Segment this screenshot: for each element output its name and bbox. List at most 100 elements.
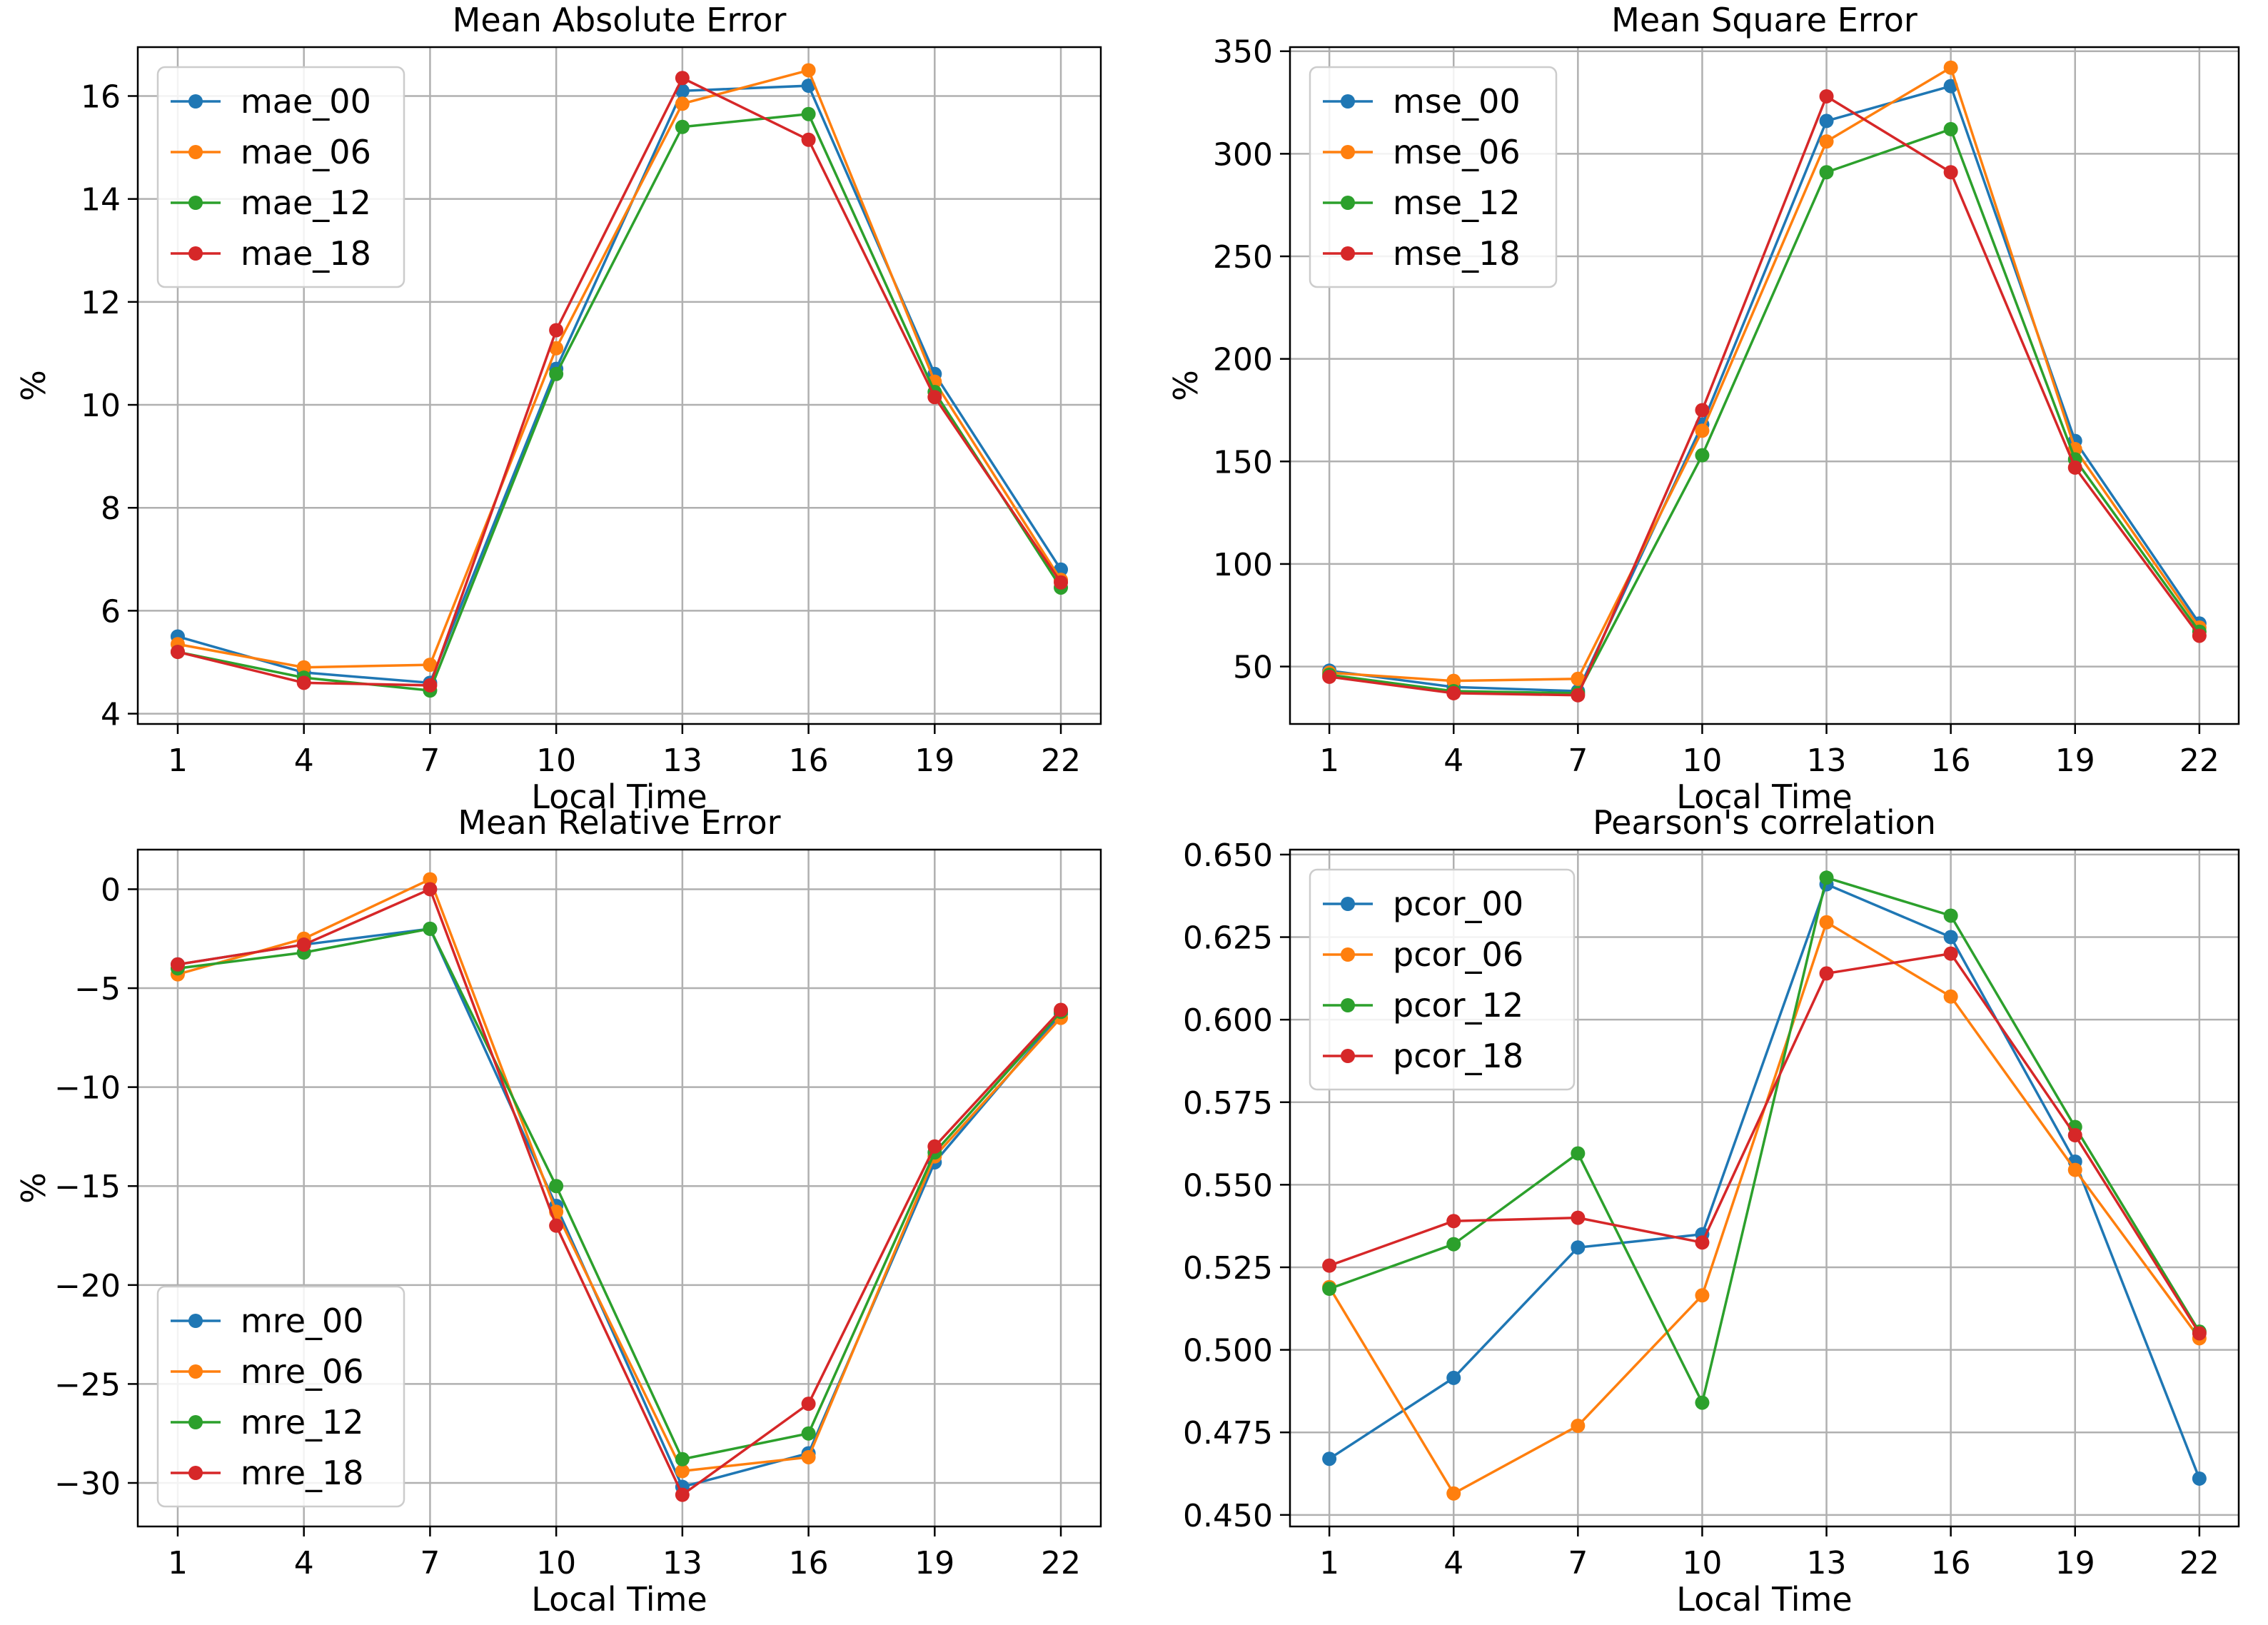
x-tick-label: 13 — [1807, 743, 1847, 779]
y-tick-label: 50 — [1233, 650, 1273, 686]
data-point-mse_00 — [1819, 114, 1834, 129]
x-tick-label: 13 — [662, 743, 702, 779]
y-tick-label: 300 — [1213, 136, 1273, 173]
y-tick-label: 0.650 — [1183, 837, 1273, 874]
data-point-mre_06 — [423, 872, 438, 887]
legend-marker-pcor_00 — [1341, 897, 1355, 911]
y-tick-label: 0.575 — [1183, 1085, 1273, 1122]
x-tick-label: 1 — [168, 743, 188, 779]
legend-marker-mse_12 — [1341, 196, 1355, 210]
x-tick-label: 10 — [1682, 1545, 1722, 1581]
legend-marker-mre_00 — [188, 1314, 203, 1328]
legend: pcor_00 pcor_06 pcor_12 pcor_18 — [1309, 868, 1576, 1091]
series-line-mse_12 — [1329, 127, 2201, 695]
legend-label-mre_12: mre_12 — [241, 1403, 364, 1442]
series-mae_18 — [170, 71, 1069, 693]
chart-title: Mean Absolute Error — [453, 1, 787, 39]
y-tick-label: −25 — [54, 1367, 121, 1403]
x-axis-label: Local Time — [1676, 778, 1852, 816]
legend-marker-mae_06 — [188, 145, 203, 159]
data-point-pcor_06 — [1446, 1486, 1461, 1501]
series-line-pcor_12 — [1329, 876, 2201, 1407]
y-tick-label: 16 — [81, 79, 121, 115]
y-tick-label: 0.600 — [1183, 1002, 1273, 1039]
data-point-mre_18 — [296, 937, 311, 952]
x-tick-label: 16 — [789, 1545, 829, 1581]
data-point-mre_12 — [549, 1179, 564, 1194]
legend-marker-mre_18 — [188, 1466, 203, 1480]
legend-marker-mae_18 — [188, 246, 203, 261]
data-point-pcor_00 — [1446, 1370, 1461, 1385]
y-tick-label: 150 — [1213, 444, 1273, 481]
data-point-pcor_06 — [1695, 1288, 1710, 1303]
x-tick-label: 1 — [168, 1545, 188, 1581]
data-point-mse_06 — [1943, 60, 1958, 75]
series-mre_18 — [170, 882, 1069, 1502]
series-line-mae_06 — [177, 69, 1062, 669]
x-tick-label: 19 — [2055, 743, 2095, 779]
y-tick-label: 0.450 — [1183, 1498, 1273, 1534]
data-point-mae_18 — [296, 675, 311, 690]
data-point-pcor_12 — [1571, 1146, 1586, 1161]
y-tick-label: 0.500 — [1183, 1333, 1273, 1369]
legend-marker-pcor_12 — [1341, 998, 1355, 1012]
data-point-pcor_06 — [1819, 915, 1834, 930]
data-point-mre_18 — [801, 1397, 816, 1412]
data-point-mse_06 — [1446, 673, 1461, 688]
data-point-mre_18 — [675, 1487, 690, 1502]
legend-label-mse_06: mse_06 — [1393, 133, 1521, 171]
series-line-mre_00 — [177, 927, 1062, 1489]
x-tick-label: 1 — [1319, 1545, 1339, 1581]
x-tick-label: 4 — [1443, 743, 1463, 779]
data-point-mse_06 — [1571, 671, 1586, 686]
data-point-mae_12 — [549, 366, 564, 381]
chart-panel-2: 1 4 7 10 13 16 19 22 0 −5 −10 −15 −20 −25 −30 Mean Rela… — [14, 803, 1102, 1619]
x-tick-label: 22 — [1041, 743, 1081, 779]
series-line-mae_18 — [177, 76, 1062, 687]
data-point-pcor_12 — [1322, 1282, 1337, 1297]
data-point-mae_06 — [423, 658, 438, 673]
y-tick-label: −30 — [54, 1466, 121, 1502]
legend-marker-pcor_18 — [1341, 1049, 1355, 1063]
y-axis-label: % — [1166, 370, 1205, 401]
plot-frame — [1289, 46, 2240, 725]
x-tick-label: 10 — [536, 743, 576, 779]
data-point-mae_18 — [1054, 575, 1069, 590]
x-tick-label: 1 — [1319, 743, 1339, 779]
legend-marker-mae_00 — [188, 94, 203, 109]
data-point-mse_12 — [1943, 121, 1958, 136]
legend-frame — [156, 66, 405, 288]
data-point-pcor_12 — [1446, 1237, 1461, 1252]
series-line-mre_12 — [177, 927, 1062, 1461]
data-point-mse_18 — [1819, 89, 1834, 104]
plot-frame — [136, 848, 1102, 1528]
data-point-pcor_18 — [1446, 1214, 1461, 1229]
x-tick-label: 7 — [420, 743, 440, 779]
legend-label-mre_06: mre_06 — [241, 1352, 364, 1391]
data-point-mae_18 — [549, 323, 564, 338]
data-point-pcor_18 — [1695, 1235, 1710, 1250]
series-line-mae_12 — [177, 112, 1062, 693]
data-point-mre_12 — [801, 1426, 816, 1441]
data-point-pcor_18 — [1943, 946, 1958, 961]
data-point-mse_18 — [2192, 628, 2207, 643]
series-line-mre_18 — [177, 887, 1062, 1497]
y-tick-label: −5 — [74, 971, 121, 1007]
data-point-pcor_12 — [1695, 1395, 1710, 1410]
y-tick-label: 250 — [1213, 239, 1273, 276]
x-tick-label: 22 — [2179, 743, 2219, 779]
data-point-mse_18 — [1943, 165, 1958, 180]
legend-label-mae_06: mae_06 — [241, 133, 371, 171]
data-point-pcor_12 — [1819, 870, 1834, 885]
data-point-pcor_18 — [1819, 966, 1834, 981]
legend-label-mse_18: mse_18 — [1393, 234, 1521, 273]
series-line-mae_00 — [177, 84, 1062, 685]
y-tick-label: 0 — [101, 872, 121, 908]
y-tick-label: 0.525 — [1183, 1250, 1273, 1287]
series-line-pcor_18 — [1329, 952, 2201, 1334]
data-point-mre_06 — [801, 1449, 816, 1464]
legend: mse_00 mse_06 mse_12 mse_18 — [1309, 66, 1558, 288]
data-point-mre_18 — [170, 957, 185, 972]
chart-panel-1: 1 4 7 10 13 16 19 22 50 100 150 200 250 300 350 Mean Sq… — [1166, 1, 2240, 816]
